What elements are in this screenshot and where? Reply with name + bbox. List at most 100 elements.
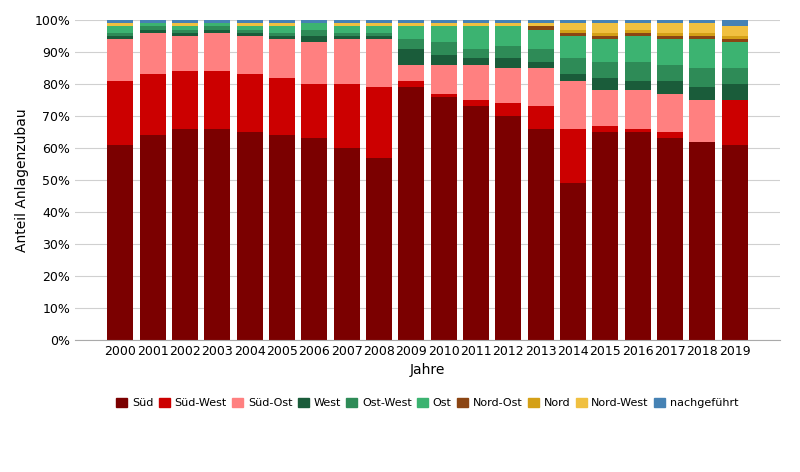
Bar [657, 39, 683, 65]
Bar [334, 33, 359, 36]
Bar [430, 55, 457, 65]
Bar [560, 129, 586, 183]
Bar [107, 81, 133, 145]
Bar [463, 65, 489, 100]
Bar [722, 39, 747, 42]
Bar [690, 36, 715, 39]
Bar [625, 132, 650, 340]
Bar [140, 26, 166, 30]
Bar [172, 129, 198, 340]
Bar [722, 20, 747, 26]
Bar [269, 36, 295, 39]
Bar [334, 23, 359, 26]
Bar [560, 81, 586, 129]
Bar [302, 42, 327, 84]
Bar [237, 30, 262, 33]
Bar [592, 77, 618, 90]
Bar [269, 39, 295, 77]
Bar [528, 61, 554, 68]
Bar [592, 61, 618, 77]
Bar [625, 30, 650, 33]
Bar [528, 26, 554, 30]
Bar [269, 20, 295, 23]
Bar [204, 30, 230, 33]
Bar [430, 23, 457, 26]
Bar [237, 20, 262, 23]
Bar [722, 68, 747, 84]
Bar [107, 23, 133, 26]
Bar [560, 20, 586, 23]
Bar [237, 132, 262, 340]
Bar [430, 93, 457, 97]
Bar [657, 81, 683, 93]
Bar [657, 93, 683, 132]
Bar [625, 61, 650, 81]
Bar [107, 36, 133, 39]
Bar [495, 59, 521, 68]
Bar [366, 33, 392, 36]
Bar [430, 42, 457, 55]
Bar [430, 20, 457, 23]
Bar [463, 59, 489, 65]
Bar [366, 87, 392, 158]
Bar [302, 84, 327, 138]
Bar [657, 65, 683, 81]
Bar [366, 20, 392, 23]
Bar [430, 65, 457, 93]
Bar [592, 132, 618, 340]
Bar [204, 71, 230, 129]
Bar [690, 39, 715, 68]
Bar [237, 33, 262, 36]
Bar [302, 138, 327, 340]
Bar [334, 36, 359, 39]
Bar [334, 20, 359, 23]
Bar [204, 33, 230, 71]
Bar [592, 23, 618, 33]
Bar [560, 75, 586, 81]
Bar [657, 132, 683, 138]
Bar [690, 68, 715, 87]
Bar [366, 158, 392, 340]
Bar [625, 129, 650, 132]
Bar [560, 36, 586, 59]
Bar [495, 103, 521, 116]
Bar [560, 59, 586, 75]
Bar [172, 23, 198, 26]
Bar [237, 75, 262, 132]
Y-axis label: Anteil Anlagenzubau: Anteil Anlagenzubau [15, 108, 29, 252]
Bar [302, 30, 327, 36]
Bar [398, 81, 424, 87]
Bar [560, 30, 586, 33]
Bar [528, 106, 554, 129]
Bar [657, 33, 683, 36]
Bar [140, 20, 166, 23]
Bar [528, 49, 554, 61]
Bar [495, 116, 521, 340]
Bar [495, 46, 521, 59]
Bar [690, 142, 715, 340]
Bar [302, 23, 327, 30]
Bar [334, 26, 359, 33]
Bar [722, 42, 747, 68]
Bar [107, 145, 133, 340]
Bar [366, 26, 392, 33]
Bar [592, 39, 618, 61]
Bar [625, 23, 650, 30]
Bar [657, 23, 683, 33]
Bar [430, 26, 457, 42]
Bar [302, 36, 327, 42]
Bar [398, 65, 424, 81]
Bar [398, 87, 424, 340]
Bar [237, 26, 262, 30]
Bar [495, 26, 521, 46]
Bar [107, 39, 133, 81]
Bar [366, 39, 392, 87]
Bar [528, 30, 554, 49]
Bar [398, 39, 424, 49]
Bar [237, 36, 262, 75]
Bar [269, 23, 295, 26]
Bar [463, 100, 489, 106]
Bar [172, 20, 198, 23]
Bar [269, 26, 295, 33]
Bar [269, 135, 295, 340]
